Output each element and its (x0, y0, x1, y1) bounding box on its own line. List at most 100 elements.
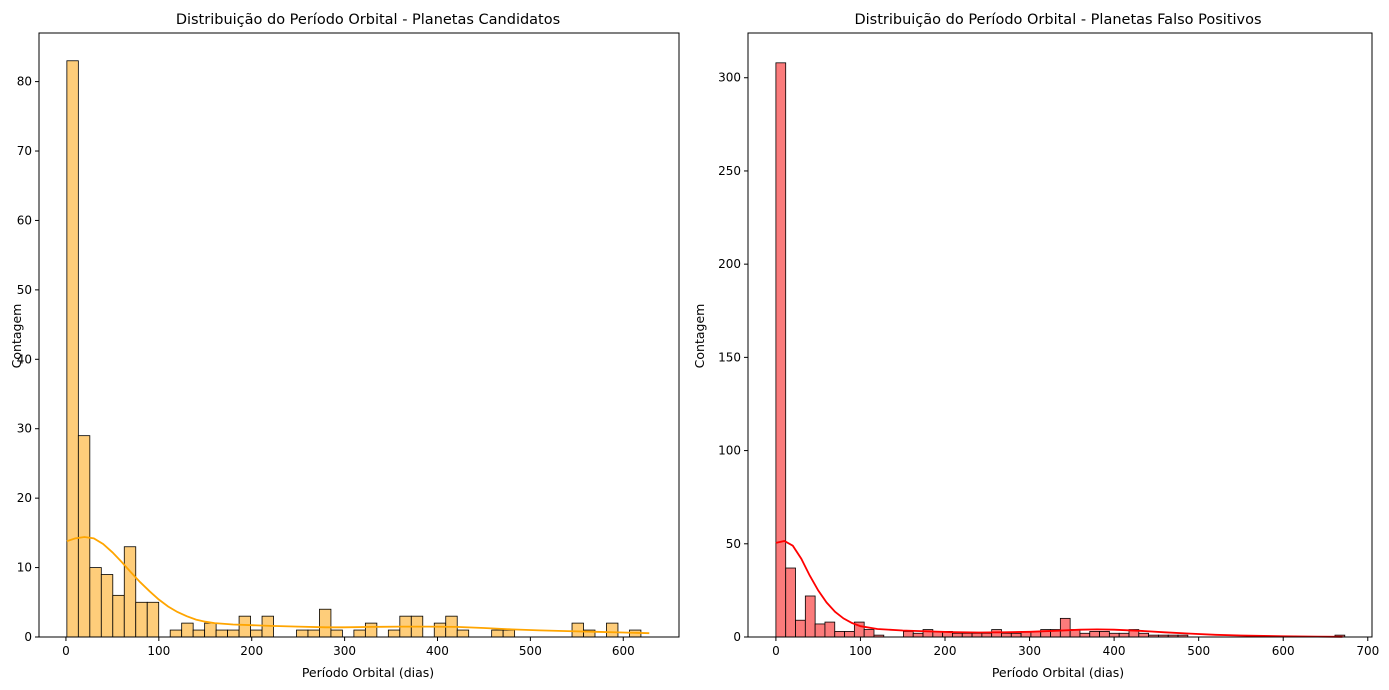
histogram-bar (795, 619, 806, 638)
histogram-bar (456, 629, 470, 638)
y-tick-label: 30 (17, 422, 32, 436)
histogram-bar (912, 632, 924, 638)
chart-title: Distribuição do Período Orbital - Planet… (176, 12, 560, 28)
axes-frame (38, 32, 680, 638)
histogram-bar (250, 629, 263, 638)
x-tick-label: 700 (1356, 644, 1379, 658)
histogram-bar (1099, 631, 1110, 638)
x-tick-label: 200 (240, 644, 263, 658)
chart-title: Distribuição do Período Orbital - Planet… (854, 12, 1261, 28)
histogram-bar (330, 629, 343, 638)
histogram-bar (606, 622, 619, 638)
y-tick-label: 0 (24, 630, 32, 644)
candidates-histogram-panel: Distribuição do Período Orbital - Planet… (9, 12, 680, 680)
histogram-bar (903, 631, 914, 638)
histogram-bar (215, 629, 229, 638)
histogram-bar (785, 567, 796, 638)
x-tick-label: 500 (1187, 644, 1210, 658)
histogram-bar (1108, 632, 1120, 638)
histogram-bar (571, 622, 584, 638)
histogram-bar (971, 632, 983, 638)
histogram-bar (502, 629, 516, 638)
y-ticks: 0 50 100 150 200 250 300 (718, 71, 748, 644)
x-tick-label: 300 (1018, 644, 1041, 658)
histogram-bar (123, 546, 137, 638)
x-tick-label: 600 (612, 644, 635, 658)
histogram-bar (961, 632, 973, 638)
x-ticks: 0 100 200 300 400 500 600 700 (772, 637, 1379, 658)
x-tick-label: 0 (772, 644, 780, 658)
y-tick-label: 100 (718, 444, 741, 458)
histogram-bar (135, 601, 148, 638)
histogram-bar (296, 629, 309, 638)
histogram-bar (204, 622, 217, 638)
histogram-bar (1059, 617, 1071, 638)
histogram-bar (981, 632, 993, 638)
y-tick-label: 200 (718, 257, 741, 271)
y-tick-label: 20 (17, 491, 32, 505)
histogram-bar (814, 623, 826, 638)
y-ticks: 0 10 20 30 40 50 60 70 80 (17, 75, 39, 644)
kde-group (66, 536, 650, 635)
histogram-bar (1118, 632, 1130, 638)
histogram-bar (863, 629, 875, 638)
x-tick-label: 200 (934, 644, 957, 658)
histogram-bar (353, 629, 366, 638)
y-tick-label: 50 (17, 283, 32, 297)
x-tick-label: 300 (333, 644, 356, 658)
kde-group (775, 540, 1343, 638)
histogram-bar (66, 60, 79, 638)
y-tick-label: 60 (17, 213, 32, 227)
histogram-bar (804, 595, 816, 638)
y-tick-label: 50 (726, 537, 741, 551)
y-tick-label: 0 (733, 630, 741, 644)
y-tick-label: 150 (718, 350, 741, 364)
histogram-bar (1010, 632, 1022, 638)
y-axis-label: Contagem (9, 304, 24, 369)
x-tick-label: 600 (1272, 644, 1295, 658)
histogram-bar (433, 622, 447, 638)
kde-line (66, 536, 650, 635)
x-axis-label: Período Orbital (dias) (302, 665, 434, 680)
histogram-bar (238, 615, 251, 638)
histogram-bar (169, 629, 183, 638)
histogram-bar (319, 608, 332, 638)
bars-group (775, 62, 1346, 638)
x-tick-label: 400 (426, 644, 449, 658)
histogram-bar (775, 62, 787, 638)
histogram-bar (491, 629, 504, 638)
y-tick-label: 40 (17, 352, 32, 366)
y-tick-label: 300 (718, 71, 741, 85)
x-axis-label: Período Orbital (dias) (992, 665, 1124, 680)
histogram-bar (1138, 632, 1150, 638)
x-tick-label: 400 (1103, 644, 1126, 658)
histogram-bar (364, 622, 378, 638)
histogram-bar (1079, 632, 1091, 638)
histogram-bar (192, 629, 206, 638)
y-tick-label: 70 (17, 144, 32, 158)
histogram-bar (112, 594, 125, 638)
false-positives-histogram-panel: Distribuição do Período Orbital - Planet… (692, 12, 1379, 680)
x-tick-label: 500 (519, 644, 542, 658)
y-tick-label: 10 (17, 561, 32, 575)
histogram-bar (387, 629, 401, 638)
histogram-bar (824, 621, 836, 638)
histogram-bar (1001, 632, 1012, 638)
histogram-bar (146, 601, 160, 638)
x-tick-label: 0 (62, 644, 70, 658)
histogram-bar (844, 631, 855, 638)
histogram-bar (227, 629, 240, 638)
bars-group (66, 60, 642, 638)
y-tick-label: 80 (17, 75, 32, 89)
axes-frame (747, 32, 1373, 638)
x-ticks: 0 100 200 300 400 500 600 (62, 637, 635, 658)
histogram-bar (307, 629, 320, 638)
kde-line (775, 540, 1343, 638)
histogram-bar (100, 574, 114, 638)
histogram-bar (89, 567, 102, 638)
y-axis-label: Contagem (692, 304, 707, 369)
histogram-bar (181, 622, 194, 638)
x-tick-label: 100 (147, 644, 170, 658)
y-tick-label: 250 (718, 164, 741, 178)
